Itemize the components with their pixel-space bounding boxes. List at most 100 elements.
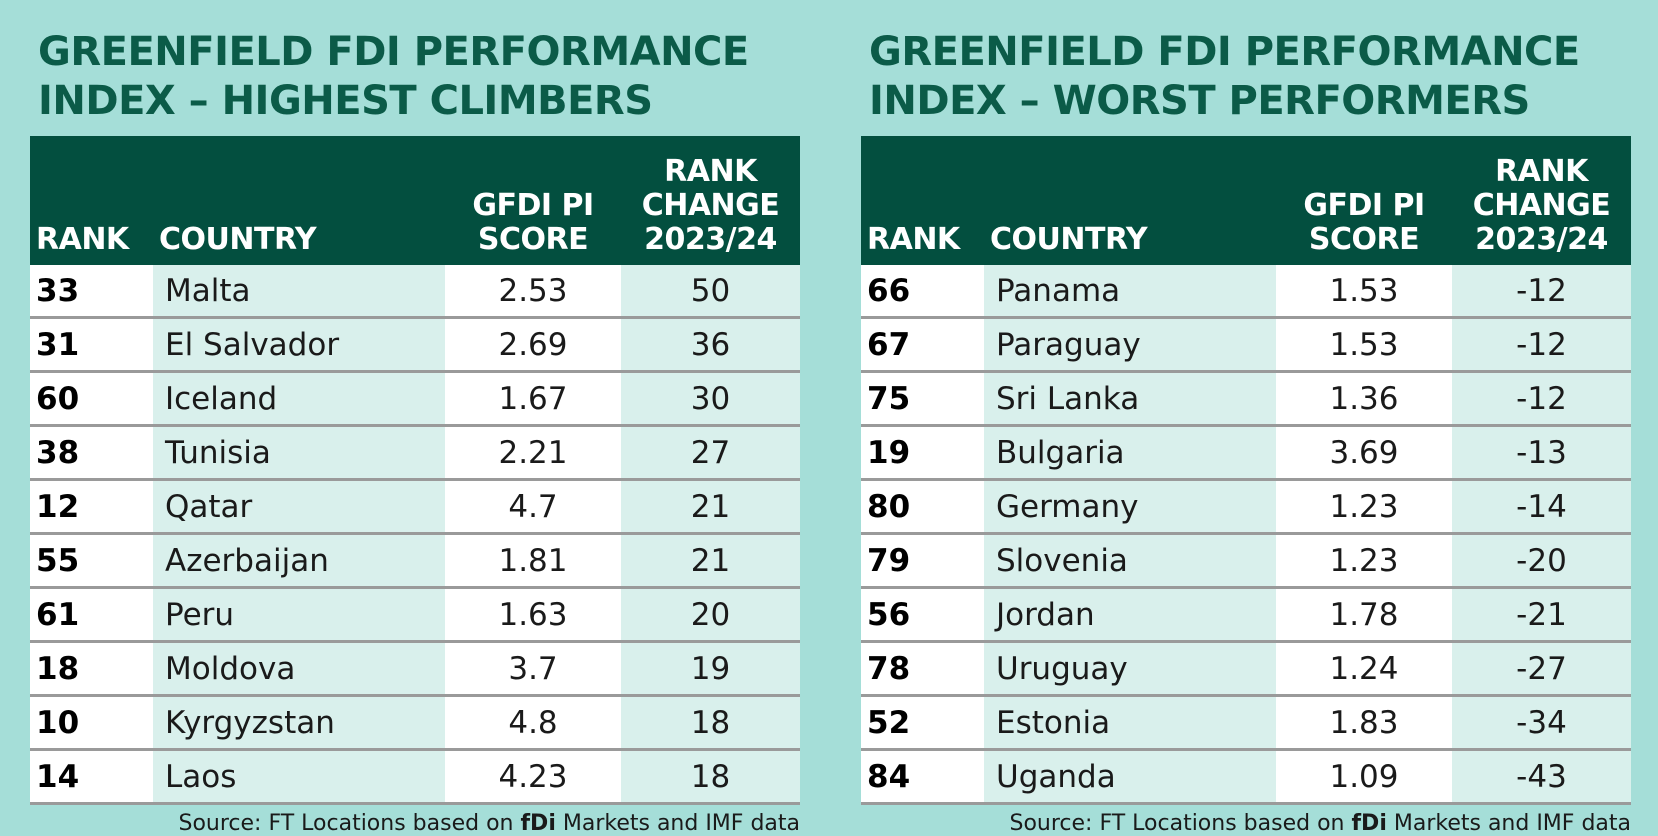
country-cell: Sri Lanka xyxy=(984,371,1276,427)
rank-change-cell: -20 xyxy=(1452,533,1631,589)
score-cell: 1.63 xyxy=(445,587,621,643)
table-row: 60 Iceland 1.67 30 xyxy=(30,371,800,427)
rank-change-cell: 20 xyxy=(621,587,800,643)
score-cell: 1.23 xyxy=(1276,479,1452,535)
climbers-table: RANK COUNTRY GFDI PI SCORE RANK CHANGE 2… xyxy=(30,136,800,805)
climbers-title: GREENFIELD FDI PERFORMANCE INDEX – HIGHE… xyxy=(38,29,749,124)
country-cell: Bulgaria xyxy=(984,425,1276,481)
country-cell: Uruguay xyxy=(984,641,1276,697)
rank-change-cell: 36 xyxy=(621,317,800,373)
table-row: 78 Uruguay 1.24 -27 xyxy=(861,641,1631,697)
worst-panel: GREENFIELD FDI PERFORMANCE INDEX – WORST… xyxy=(861,28,1631,836)
climbers-source: Source: FT Locations based on fDi Market… xyxy=(30,811,801,836)
source-brand: fDi xyxy=(520,811,556,836)
rank-change-cell: -12 xyxy=(1452,371,1631,427)
rank-cell: 66 xyxy=(861,265,984,319)
header-row: RANK COUNTRY GFDI PI SCORE RANK CHANGE 2… xyxy=(861,136,1631,265)
score-cell: 1.81 xyxy=(445,533,621,589)
score-cell: 1.83 xyxy=(1276,695,1452,751)
table-row: 52 Estonia 1.83 -34 xyxy=(861,695,1631,751)
country-cell: Germany xyxy=(984,479,1276,535)
country-cell: Paraguay xyxy=(984,317,1276,373)
country-cell: Malta xyxy=(153,265,445,319)
score-cell: 2.21 xyxy=(445,425,621,481)
country-cell: Panama xyxy=(984,265,1276,319)
country-cell: Peru xyxy=(153,587,445,643)
rank-cell: 33 xyxy=(30,265,153,319)
header-score: GFDI PI SCORE xyxy=(1276,136,1452,265)
country-cell: Laos xyxy=(153,749,445,805)
worst-title: GREENFIELD FDI PERFORMANCE INDEX – WORST… xyxy=(869,29,1580,124)
rank-change-cell: -14 xyxy=(1452,479,1631,535)
rank-change-cell: 18 xyxy=(621,695,800,751)
table-row: 38 Tunisia 2.21 27 xyxy=(30,425,800,481)
score-cell: 4.23 xyxy=(445,749,621,805)
rank-change-cell: -12 xyxy=(1452,265,1631,319)
country-cell: Uganda xyxy=(984,749,1276,805)
table-row: 10 Kyrgyzstan 4.8 18 xyxy=(30,695,800,751)
table-row: 75 Sri Lanka 1.36 -12 xyxy=(861,371,1631,427)
rank-cell: 38 xyxy=(30,425,153,481)
rank-cell: 52 xyxy=(861,695,984,751)
score-cell: 1.53 xyxy=(1276,317,1452,373)
rank-cell: 60 xyxy=(30,371,153,427)
rank-cell: 75 xyxy=(861,371,984,427)
table-row: 14 Laos 4.23 18 xyxy=(30,749,800,805)
rank-cell: 55 xyxy=(30,533,153,589)
rank-change-cell: -21 xyxy=(1452,587,1631,643)
score-cell: 1.24 xyxy=(1276,641,1452,697)
score-cell: 3.7 xyxy=(445,641,621,697)
table-row: 61 Peru 1.63 20 xyxy=(30,587,800,643)
rank-cell: 56 xyxy=(861,587,984,643)
rank-cell: 78 xyxy=(861,641,984,697)
rank-change-cell: 30 xyxy=(621,371,800,427)
worst-source: Source: FT Locations based on fDi Market… xyxy=(861,811,1632,836)
header-rank: RANK xyxy=(30,136,153,265)
table-row: 19 Bulgaria 3.69 -13 xyxy=(861,425,1631,481)
country-cell: Azerbaijan xyxy=(153,533,445,589)
country-cell: Kyrgyzstan xyxy=(153,695,445,751)
source-brand: fDi xyxy=(1351,811,1387,836)
rank-change-cell: 19 xyxy=(621,641,800,697)
table-row: 67 Paraguay 1.53 -12 xyxy=(861,317,1631,373)
rank-change-cell: -27 xyxy=(1452,641,1631,697)
country-cell: Iceland xyxy=(153,371,445,427)
header-score: GFDI PI SCORE xyxy=(445,136,621,265)
table-row: 84 Uganda 1.09 -43 xyxy=(861,749,1631,805)
source-prefix: Source: FT Locations based on xyxy=(178,811,514,836)
country-cell: Moldova xyxy=(153,641,445,697)
country-cell: El Salvador xyxy=(153,317,445,373)
rank-change-cell: 21 xyxy=(621,479,800,535)
table-row: 12 Qatar 4.7 21 xyxy=(30,479,800,535)
source-suffix: Markets and IMF data xyxy=(562,811,800,836)
score-cell: 1.09 xyxy=(1276,749,1452,805)
score-cell: 1.78 xyxy=(1276,587,1452,643)
table-row: 66 Panama 1.53 -12 xyxy=(861,265,1631,319)
climbers-panel: GREENFIELD FDI PERFORMANCE INDEX – HIGHE… xyxy=(30,28,800,836)
score-cell: 2.53 xyxy=(445,265,621,319)
rank-cell: 14 xyxy=(30,749,153,805)
country-cell: Slovenia xyxy=(984,533,1276,589)
rank-cell: 84 xyxy=(861,749,984,805)
rank-change-cell: -34 xyxy=(1452,695,1631,751)
rank-cell: 10 xyxy=(30,695,153,751)
rank-cell: 80 xyxy=(861,479,984,535)
header-rank: RANK xyxy=(861,136,984,265)
rank-change-cell: -13 xyxy=(1452,425,1631,481)
header-row: RANK COUNTRY GFDI PI SCORE RANK CHANGE 2… xyxy=(30,136,800,265)
rank-cell: 61 xyxy=(30,587,153,643)
rank-change-cell: -12 xyxy=(1452,317,1631,373)
country-cell: Qatar xyxy=(153,479,445,535)
rank-cell: 79 xyxy=(861,533,984,589)
rank-change-cell: 18 xyxy=(621,749,800,805)
rank-cell: 18 xyxy=(30,641,153,697)
header-country: COUNTRY xyxy=(984,136,1276,265)
table-row: 33 Malta 2.53 50 xyxy=(30,265,800,319)
score-cell: 1.53 xyxy=(1276,265,1452,319)
rank-change-cell: 21 xyxy=(621,533,800,589)
country-cell: Tunisia xyxy=(153,425,445,481)
score-cell: 4.7 xyxy=(445,479,621,535)
rank-cell: 19 xyxy=(861,425,984,481)
table-row: 80 Germany 1.23 -14 xyxy=(861,479,1631,535)
rank-cell: 31 xyxy=(30,317,153,373)
